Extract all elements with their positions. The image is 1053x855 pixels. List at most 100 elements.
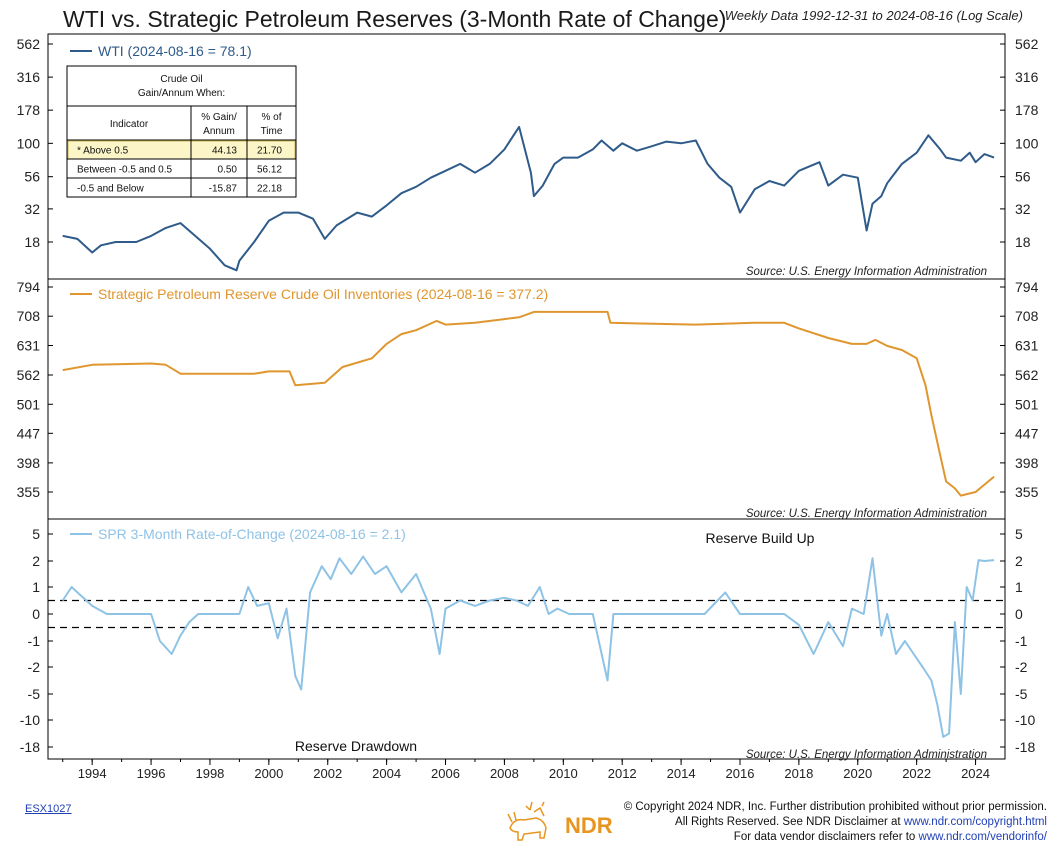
x-axis-label: 2024	[961, 766, 990, 781]
panel-2-tick-label-right: 447	[1015, 425, 1039, 441]
x-axis-label: 2008	[490, 766, 519, 781]
x-axis-label: 2002	[313, 766, 342, 781]
copyright-line-3: For data vendor disclaimers refer to www…	[733, 831, 1047, 843]
panel-3-tick-label-right: -18	[1015, 739, 1035, 755]
stats-table-cell-indicator: Between -0.5 and 0.5	[77, 165, 173, 176]
panel-1-tick-label-right: 100	[1015, 135, 1039, 151]
stats-table-header-gain: Annum	[203, 126, 235, 137]
x-axis-label: 2014	[667, 766, 696, 781]
legend-label-1: WTI (2024-08-16 = 78.1)	[98, 43, 252, 59]
panel-2-tick-label-right: 501	[1015, 396, 1039, 412]
panel-1-tick-label-right: 32	[1015, 201, 1031, 217]
x-axis-label: 2010	[549, 766, 578, 781]
chart-subtitle: Weekly Data 1992-12-31 to 2024-08-16 (Lo…	[724, 8, 1023, 23]
panel-2-tick-label-left: 562	[17, 367, 41, 383]
panel-3-tick-label-left: -2	[28, 659, 41, 675]
panel-1-tick-label-right: 56	[1015, 169, 1031, 185]
panel-2-tick-label-left: 355	[17, 484, 41, 500]
panel-3-tick-label-left: -1	[28, 633, 41, 649]
x-axis-label: 2000	[254, 766, 283, 781]
annotation-build-up: Reserve Build Up	[706, 530, 815, 546]
panel-3-tick-label-left: -10	[20, 712, 40, 728]
stats-table-title-2: Gain/Annum When:	[138, 88, 225, 99]
copyright-link[interactable]: www.ndr.com/copyright.html	[903, 816, 1047, 828]
panel-1-tick-label-left: 32	[24, 201, 40, 217]
legend-label-2: Strategic Petroleum Reserve Crude Oil In…	[98, 286, 548, 302]
copyright-notice: © Copyright 2024 NDR, Inc. Further distr…	[624, 800, 1047, 845]
stats-table-header-indicator: Indicator	[110, 119, 149, 130]
legend-label-3: SPR 3-Month Rate-of-Change (2024-08-16 =…	[98, 526, 406, 542]
panel-3-tick-label-right: -2	[1015, 659, 1028, 675]
panel-2-tick-label-left: 794	[17, 279, 41, 295]
ndr-bull-bear-logo-icon	[507, 801, 547, 841]
series-line-3	[61, 555, 995, 738]
panel-2-tick-label-left: 708	[17, 308, 41, 324]
x-axis-label: 2022	[902, 766, 931, 781]
x-axis-label: 2004	[372, 766, 401, 781]
panel-1-tick-label-left: 56	[24, 169, 40, 185]
x-axis-label: 2012	[608, 766, 637, 781]
stats-table-frame	[66, 65, 297, 198]
chart-title: WTI vs. Strategic Petroleum Reserves (3-…	[63, 6, 727, 32]
stats-table-header-gain: % Gain/	[201, 112, 237, 123]
panel-1-tick-label-right: 178	[1015, 102, 1039, 118]
source-label-2: Source: U.S. Energy Information Administ…	[746, 508, 987, 520]
ndr-logo-text: NDR	[565, 813, 613, 838]
panel-3-tick-label-left: 1	[32, 579, 40, 595]
copyright-line-2: All Rights Reserved. See NDR Disclaimer …	[675, 816, 1047, 828]
panel-3-tick-label-right: -5	[1015, 686, 1028, 702]
stats-table-title-1: Crude Oil	[160, 74, 202, 85]
stats-table-cell-time: 21.70	[257, 146, 282, 157]
series-line-2	[62, 310, 995, 497]
panel-2-tick-label-right: 398	[1015, 455, 1039, 471]
x-axis-label: 1998	[195, 766, 224, 781]
panel-3-tick-label-right: 0	[1015, 606, 1023, 622]
panel-2-tick-label-right: 631	[1015, 338, 1039, 354]
stats-table-cell-gain: 0.50	[218, 165, 238, 176]
panel-3-tick-label-right: -1	[1015, 633, 1028, 649]
stats-table-cell-indicator: -0.5 and Below	[77, 184, 144, 195]
x-axis-label: 2018	[784, 766, 813, 781]
panel-3-tick-label-right: 1	[1015, 579, 1023, 595]
copyright-line-1: © Copyright 2024 NDR, Inc. Further distr…	[623, 801, 1047, 813]
x-axis-label: 1996	[137, 766, 166, 781]
x-axis-label: 2016	[726, 766, 755, 781]
stats-table-header-time: Time	[261, 126, 283, 137]
panel-1-tick-label-right: 562	[1015, 36, 1039, 52]
source-label-1: Source: U.S. Energy Information Administ…	[746, 266, 987, 278]
stats-table-cell-gain: -15.87	[209, 184, 238, 195]
panel-1-tick-label-left: 100	[17, 135, 41, 151]
panel-2-tick-label-left: 398	[17, 455, 41, 471]
series-line-1	[62, 125, 995, 272]
annotation-drawdown: Reserve Drawdown	[295, 738, 417, 754]
x-axis-label: 2006	[431, 766, 460, 781]
panel-1-tick-label-left: 562	[17, 36, 41, 52]
panel-3-tick-label-left: 0	[32, 606, 40, 622]
panel-2-tick-label-left: 631	[17, 338, 41, 354]
source-label-3: Source: U.S. Energy Information Administ…	[746, 749, 987, 761]
stats-table-cell-indicator: * Above 0.5	[77, 146, 129, 157]
panel-2-tick-label-left: 501	[17, 396, 41, 412]
stats-table-header-time: % of	[261, 112, 281, 123]
panel-2-tick-label-right: 562	[1015, 367, 1039, 383]
panel-1-tick-label-right: 18	[1015, 234, 1031, 250]
chart-code-link[interactable]: ESX1027	[25, 803, 72, 815]
panel-3-tick-label-right: 5	[1015, 526, 1023, 542]
stats-table: Crude Oil Gain/Annum When: Indicator % Gain…	[66, 65, 297, 198]
panel-3-tick-label-left: 5	[32, 526, 40, 542]
panel-1-tick-label-left: 178	[17, 102, 41, 118]
stats-table-cell-time: 22.18	[257, 184, 282, 195]
panel-3-tick-label-left: 2	[32, 553, 40, 569]
x-axis-label: 2020	[843, 766, 872, 781]
panel-3-tick-label-right: 2	[1015, 553, 1023, 569]
panel-3-tick-label-left: -18	[20, 739, 40, 755]
panel-frame-3	[47, 518, 1006, 760]
x-axis-label: 1994	[78, 766, 107, 781]
vendor-info-link[interactable]: www.ndr.com/vendorinfo/	[918, 831, 1047, 843]
stats-table-cell-gain: 44.13	[212, 146, 237, 157]
panel-2-tick-label-left: 447	[17, 425, 41, 441]
panel-1-tick-label-left: 18	[24, 234, 40, 250]
panel-3-tick-label-right: -10	[1015, 712, 1035, 728]
panel-1-tick-label-right: 316	[1015, 69, 1039, 85]
